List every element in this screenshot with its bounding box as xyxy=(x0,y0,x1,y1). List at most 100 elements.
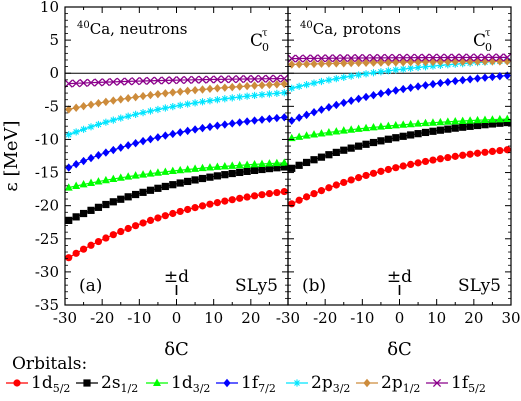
data-point-d52 xyxy=(94,237,103,246)
data-point-f52 xyxy=(421,53,430,62)
data-point-f72 xyxy=(206,122,214,132)
data-point-f52 xyxy=(339,54,348,63)
data-point-p32 xyxy=(191,99,199,107)
data-point-f72 xyxy=(384,87,392,97)
data-point-d52 xyxy=(191,204,199,212)
series-f72 xyxy=(288,71,511,125)
data-point-p12 xyxy=(109,96,117,105)
data-point-d32 xyxy=(480,115,489,123)
data-point-s12 xyxy=(332,148,340,157)
data-point-p12 xyxy=(295,60,303,69)
data-point-d52 xyxy=(280,187,288,196)
data-point-d32 xyxy=(94,177,103,185)
data-point-p32 xyxy=(87,123,95,131)
legend-entry-s12: 2s1/2 xyxy=(76,373,138,395)
data-point-d32 xyxy=(131,171,140,179)
data-point-f52 xyxy=(176,76,185,85)
data-point-d52 xyxy=(429,156,437,164)
data-point-d32 xyxy=(198,163,207,172)
data-point-s12 xyxy=(109,198,117,206)
data-point-d32 xyxy=(235,160,244,169)
data-point-d32 xyxy=(466,116,475,124)
data-point-f72 xyxy=(243,117,251,126)
data-point-d32 xyxy=(168,166,177,175)
data-point-s12 xyxy=(273,164,281,172)
data-point-p12 xyxy=(459,57,467,66)
data-point-d32 xyxy=(280,158,289,166)
data-point-p32 xyxy=(273,89,281,97)
data-point-s12 xyxy=(65,216,73,224)
data-point-f72 xyxy=(102,148,110,157)
data-point-d32 xyxy=(205,163,214,171)
x-tick-label: 10 xyxy=(427,309,446,327)
data-point-d32 xyxy=(124,172,133,180)
data-point-d52 xyxy=(466,150,474,158)
data-point-d52 xyxy=(436,155,444,163)
data-point-f72 xyxy=(332,100,340,110)
data-point-s12 xyxy=(191,176,199,184)
data-point-f52 xyxy=(406,53,415,62)
y-tick-label: -5 xyxy=(44,97,59,115)
coupling-sub: 0 xyxy=(485,41,492,54)
data-point-d32 xyxy=(332,127,341,135)
data-point-f72 xyxy=(355,94,363,104)
data-point-s12 xyxy=(206,173,214,181)
data-point-f72 xyxy=(184,126,192,136)
data-point-p32 xyxy=(340,73,348,81)
data-point-f52 xyxy=(109,77,118,86)
data-point-f52 xyxy=(198,75,207,84)
data-point-d52 xyxy=(236,194,244,202)
data-point-p32 xyxy=(72,128,80,136)
data-point-d32 xyxy=(339,126,348,134)
legend-label: 2p3/2 xyxy=(311,373,350,395)
data-point-p12 xyxy=(355,58,363,68)
data-point-s12 xyxy=(436,126,444,134)
data-point-d52 xyxy=(65,254,73,262)
data-point-d32 xyxy=(376,122,385,130)
data-point-p12 xyxy=(228,82,236,92)
data-point-d32 xyxy=(354,124,363,132)
data-point-p32 xyxy=(65,131,73,139)
data-point-d52 xyxy=(146,216,155,225)
series-d32 xyxy=(287,114,512,142)
data-point-d52 xyxy=(377,167,385,175)
data-point-f72 xyxy=(340,98,348,108)
y-tick-label: -10 xyxy=(35,130,59,148)
x-tick-label: -20 xyxy=(90,309,114,327)
data-point-s12 xyxy=(213,172,221,180)
data-point-s12 xyxy=(392,134,400,142)
data-point-f52 xyxy=(146,76,155,85)
data-point-p32 xyxy=(236,93,244,101)
data-point-d52 xyxy=(414,159,422,167)
y-tick-label: -35 xyxy=(35,296,59,314)
deviation-label: ±d xyxy=(387,267,412,287)
data-point-s12 xyxy=(317,153,326,161)
data-point-f52 xyxy=(317,54,326,63)
data-point-s12 xyxy=(451,124,459,132)
legend-label: 2s1/2 xyxy=(101,373,138,395)
data-point-f52 xyxy=(376,53,385,62)
data-point-f52 xyxy=(324,54,333,63)
legend-title: Orbitals: xyxy=(12,354,87,374)
data-point-d52 xyxy=(132,222,140,230)
data-point-s12 xyxy=(280,163,288,171)
data-point-p12 xyxy=(206,84,214,94)
legend-entry-p12: 2p1/2 xyxy=(356,373,420,395)
data-point-f72 xyxy=(377,89,385,98)
y-tick-label: 5 xyxy=(49,31,59,49)
data-point-d32 xyxy=(176,165,185,174)
data-point-d52 xyxy=(496,146,504,155)
data-point-f72 xyxy=(392,86,400,95)
panel-label: (b) xyxy=(302,276,326,296)
data-point-p12 xyxy=(265,80,274,89)
data-point-d52 xyxy=(124,224,132,233)
data-point-d32 xyxy=(228,161,237,169)
data-point-p12 xyxy=(65,105,73,114)
data-point-p32 xyxy=(228,94,236,102)
data-point-d32 xyxy=(153,168,162,176)
panel-protons: -30 -20 -10 0 10 20 30 40Ca, protons Cτ 0 (b) SLy5 ±… xyxy=(276,6,521,327)
data-point-f72 xyxy=(429,79,437,89)
data-point-d52 xyxy=(392,164,400,172)
data-point-d32 xyxy=(347,125,356,133)
data-point-f52 xyxy=(101,78,110,87)
